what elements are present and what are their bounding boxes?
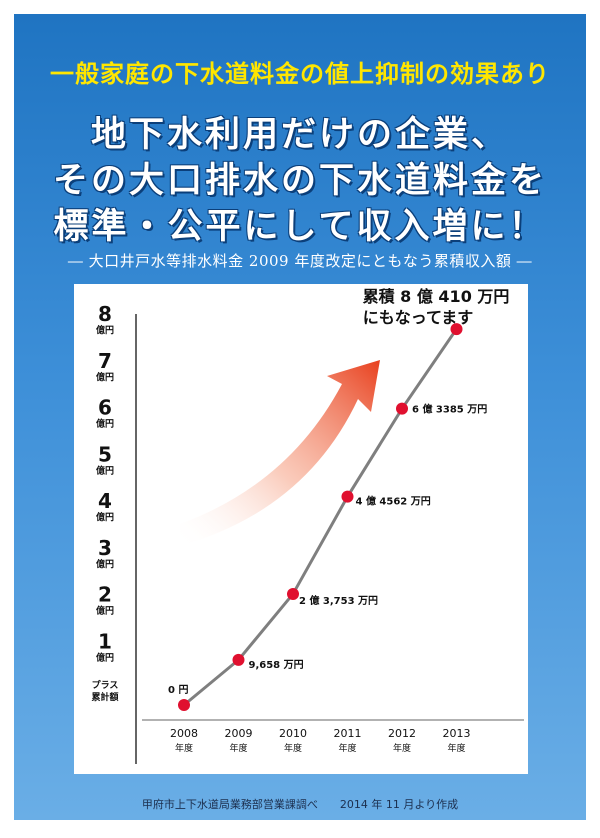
x-tick-unit: 年度 (338, 742, 356, 754)
data-label: 0 円 (168, 684, 188, 696)
data-point (287, 587, 299, 600)
chart-caption: ― 大口井戸水等排水料金 2009 年度改定にともなう累積収入額 ― (67, 252, 533, 270)
data-label: 4 億 4562 万円 (356, 495, 431, 508)
title-line-3: 標準・公平にして収入増に！ (53, 207, 547, 247)
y-tick-label: 8 (98, 302, 112, 326)
chart-panel (74, 284, 528, 774)
data-point (178, 699, 190, 711)
y-base-label-line1: プラス (92, 679, 119, 691)
x-tick-unit: 年度 (447, 742, 465, 754)
y-tick-label: 3 (98, 536, 112, 560)
x-tick-label: 2012 (388, 727, 416, 740)
y-tick-unit: 億円 (96, 371, 114, 383)
y-tick-label: 7 (98, 349, 112, 373)
x-tick-label: 2011 (334, 727, 362, 740)
data-points (178, 323, 463, 711)
subtitle: 一般家庭の下水道料金の値上抑制の効果あり (50, 60, 550, 88)
title-line-2: その大口排水の下水道料金を (52, 161, 547, 201)
y-tick-unit: 億円 (96, 558, 114, 570)
x-tick-unit: 年度 (284, 742, 302, 754)
y-base-label-line2: 累計額 (91, 691, 118, 703)
x-tick-label: 2010 (279, 727, 307, 740)
data-label: 6 億 3385 万円 (412, 403, 487, 416)
x-tick-label: 2008 (170, 727, 198, 740)
y-tick-unit: 億円 (96, 418, 114, 430)
callout-line2: にもなってます (363, 308, 473, 327)
data-point (450, 323, 463, 336)
title-line-1: 地下水利用だけの企業、 (90, 115, 509, 155)
data-point (396, 402, 408, 415)
data-label: 2 億 3,753 万円 (299, 594, 378, 607)
poster: 一般家庭の下水道料金の値上抑制の効果あり 地下水利用だけの企業、 その大口排水の… (14, 14, 586, 820)
data-point (232, 653, 245, 666)
x-tick-labels: 2008 年度 2009 年度 2010 年度 2011 年度 2012 年度 2013 年度 (170, 727, 471, 754)
source-note: 甲府市上下水道局業務部営業課調べ 2014 年 11 月より作成 (141, 798, 459, 811)
y-tick-unit: 億円 (96, 324, 114, 336)
data-point (341, 490, 354, 503)
x-tick-unit: 年度 (393, 742, 411, 754)
x-tick-unit: 年度 (175, 742, 193, 754)
y-tick-unit: 億円 (96, 651, 114, 663)
y-tick-label: 6 (98, 396, 112, 420)
y-tick-label: 1 (98, 629, 112, 653)
y-tick-label: 4 (98, 489, 112, 513)
data-labels: 0 円 9,658 万円 2 億 3,753 万円 4 億 4562 万円 6 億 33… (168, 403, 487, 696)
y-tick-unit: 億円 (96, 464, 114, 476)
growth-arrow-icon (180, 360, 380, 546)
y-tick-unit: 億円 (96, 605, 114, 617)
y-tick-label: 2 (98, 583, 112, 607)
y-tick-label: 5 (98, 442, 112, 466)
y-tick-unit: 億円 (96, 511, 114, 523)
x-tick-label: 2013 (443, 727, 471, 740)
x-tick-unit: 年度 (229, 742, 247, 754)
data-label: 9,658 万円 (249, 659, 304, 671)
callout-line1: 累積 8 億 410 万円 (363, 287, 510, 306)
series-line (183, 328, 458, 707)
x-tick-label: 2009 (225, 727, 253, 740)
